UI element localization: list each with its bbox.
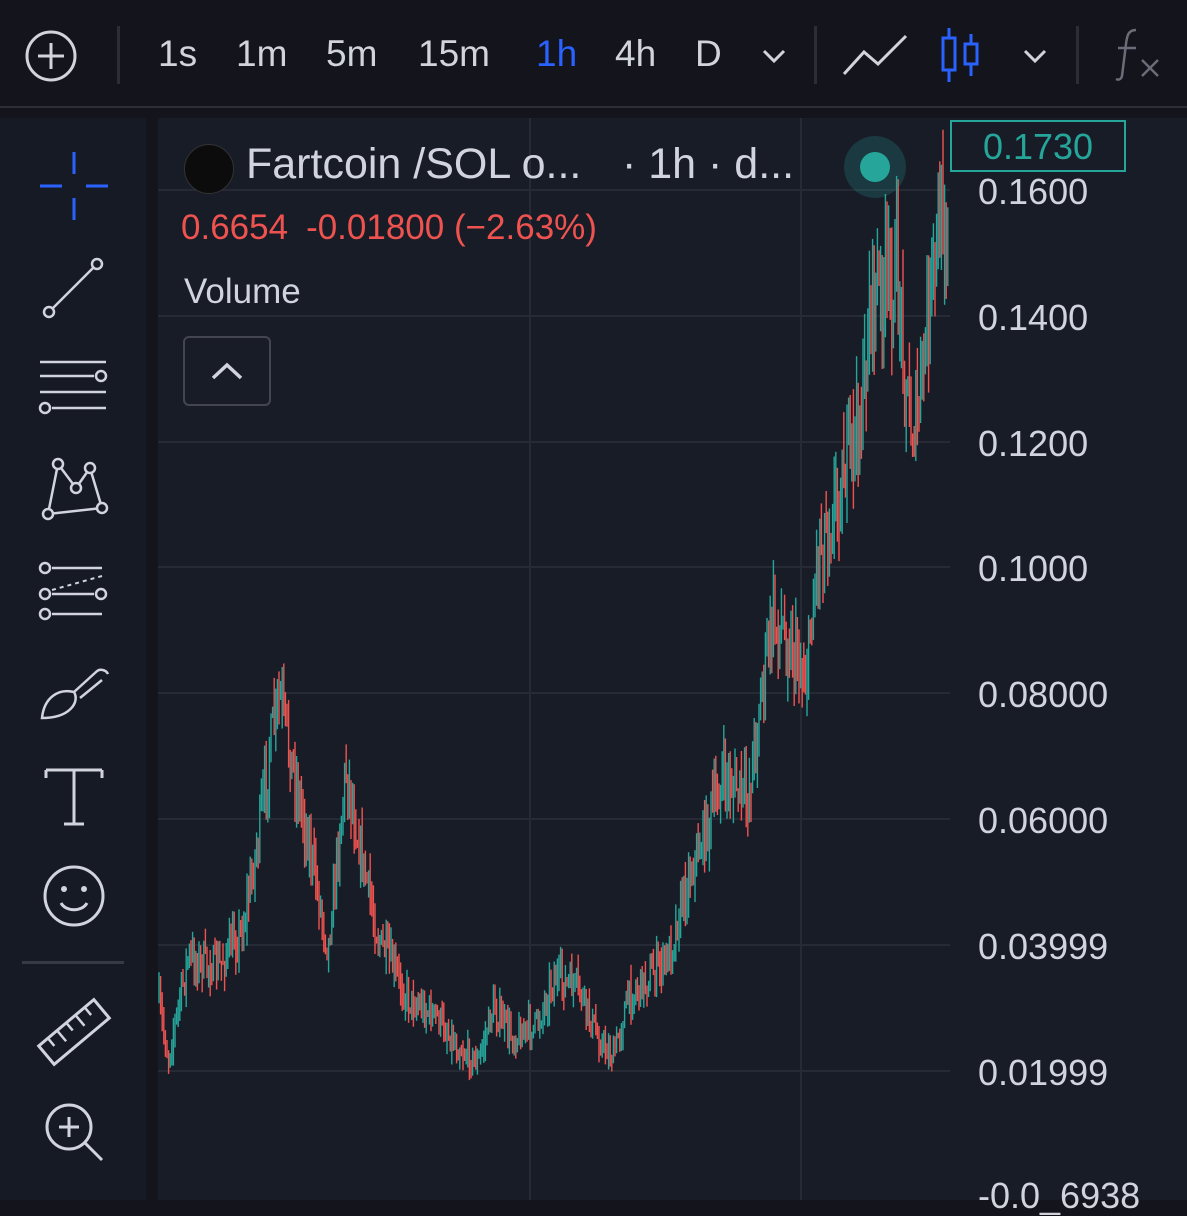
symbol-logo	[184, 144, 234, 194]
price-chart[interactable]	[158, 118, 950, 1200]
price-label: 0.1600	[978, 171, 1089, 212]
toolbar-divider	[814, 26, 817, 84]
price-label: 0.06000	[978, 800, 1109, 841]
chevron-down-icon	[762, 49, 786, 64]
indicators-button[interactable]	[1114, 26, 1164, 82]
timeframe-1m[interactable]: 1m	[236, 33, 288, 74]
plus-circle-icon	[25, 30, 77, 82]
fx-icon	[1115, 28, 1159, 81]
zoom-in-tool[interactable]	[36, 1094, 112, 1170]
ruler-tool[interactable]	[36, 994, 112, 1070]
emoji-tool[interactable]	[36, 858, 112, 934]
pattern-tool[interactable]	[36, 452, 112, 528]
timeframe-5m[interactable]: 5m	[326, 33, 378, 74]
ruler-icon	[36, 997, 112, 1067]
trend-line-icon	[42, 257, 104, 319]
fib-lines-tool[interactable]	[36, 352, 112, 428]
add-symbol-button[interactable]	[22, 27, 80, 85]
toolbar-divider	[117, 26, 120, 84]
text-icon	[44, 768, 104, 826]
text-tool[interactable]	[36, 758, 112, 834]
timeframe-1s[interactable]: 1s	[158, 33, 198, 74]
symbol-name[interactable]: Fartcoin /SOL o...	[246, 140, 582, 188]
price-change: 0.6654 -0.01800 (−2.63%)	[181, 208, 597, 248]
chevron-down-icon	[1023, 49, 1047, 64]
change-value: -0.01800 (−2.63%)	[306, 208, 597, 247]
forecast-icon	[38, 561, 108, 621]
pattern-icon	[41, 457, 109, 521]
candles-icon	[941, 28, 979, 82]
toolbar-divider	[22, 961, 124, 964]
line-chart-button[interactable]	[840, 28, 910, 82]
collapse-legend-button[interactable]	[183, 336, 271, 406]
emoji-icon	[43, 865, 105, 927]
timeframe-4h[interactable]: 4h	[615, 33, 657, 74]
price-label: 0.01999	[978, 1052, 1109, 1093]
crosshair-icon	[40, 152, 108, 220]
price-label: 0.1200	[978, 423, 1089, 464]
price-scale[interactable]: 0.1600 0.1400 0.1200 0.1000 0.08000 0.06…	[950, 118, 1187, 1216]
market-status-indicator[interactable]	[844, 136, 906, 198]
zoom-in-icon	[45, 1103, 104, 1162]
drawing-toolbar	[0, 118, 146, 1200]
line-chart-icon	[842, 34, 908, 76]
brush-tool[interactable]	[36, 658, 112, 734]
timeframe-d[interactable]: D	[695, 33, 722, 74]
chart-type-menu-button[interactable]	[1018, 40, 1052, 70]
chevron-up-icon	[211, 362, 243, 380]
status-dot	[860, 152, 890, 182]
chart-pane[interactable]	[158, 118, 950, 1200]
top-toolbar: 1s 1m 5m 15m 1h 4h D	[0, 0, 1187, 108]
candles-button[interactable]	[938, 26, 984, 84]
candlestick-series	[158, 129, 949, 1081]
crosshair-tool[interactable]	[36, 148, 112, 224]
price-label: 0.03999	[978, 926, 1109, 967]
trend-line-tool[interactable]	[36, 250, 112, 326]
price-label: 0.1000	[978, 548, 1089, 589]
timeframe-menu-button[interactable]	[757, 40, 791, 70]
forecast-tool[interactable]	[36, 556, 112, 632]
price-label: -0.0_6938	[978, 1175, 1141, 1216]
last-price-label: 0.1730	[950, 120, 1126, 172]
price-label: 0.08000	[978, 674, 1109, 715]
volume-label[interactable]: Volume	[184, 272, 301, 311]
price-label: 0.1400	[978, 297, 1089, 338]
timeframe-1h[interactable]: 1h	[536, 33, 578, 74]
timeframe-15m[interactable]: 15m	[418, 33, 490, 74]
brush-icon	[40, 668, 110, 720]
close-value: 0.6654	[181, 208, 289, 247]
symbol-interval: · 1h · d...	[622, 140, 795, 188]
fib-lines-icon	[38, 360, 108, 415]
toolbar-divider	[1076, 26, 1079, 84]
